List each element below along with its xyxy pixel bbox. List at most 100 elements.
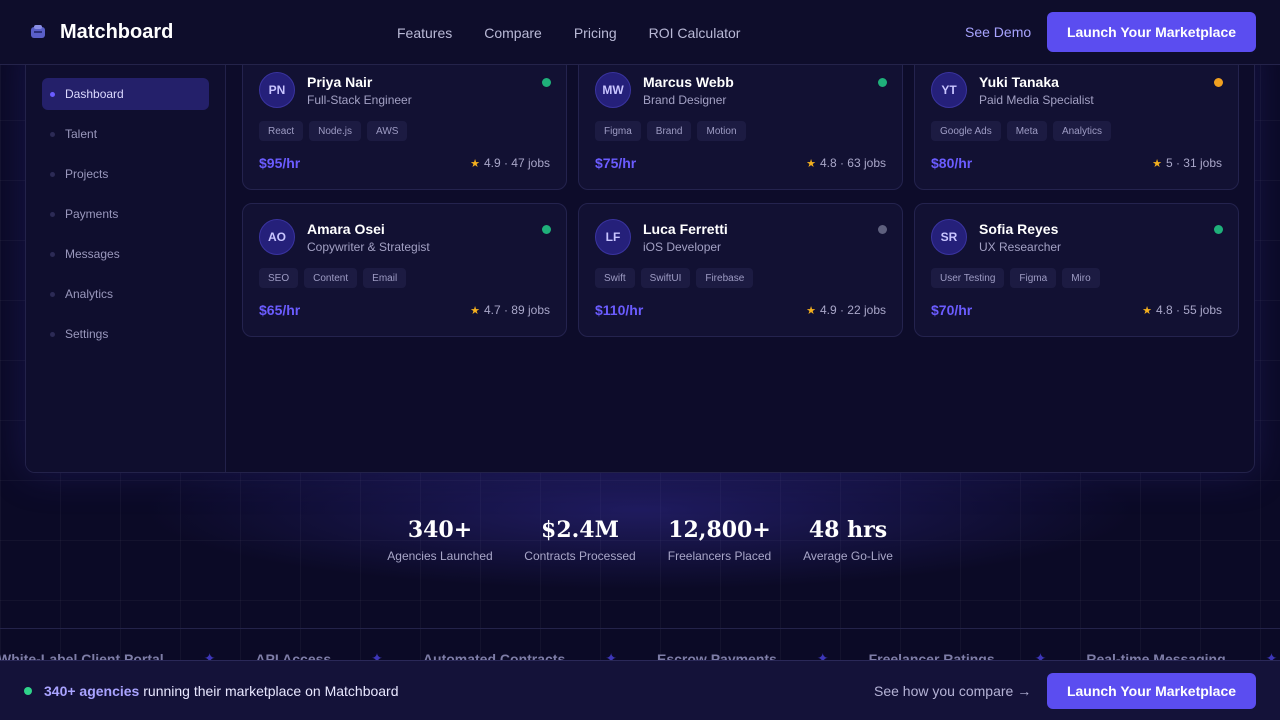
hourly-rate: $70/hr — [931, 302, 973, 318]
nav-features[interactable]: Features — [397, 24, 453, 41]
sidebar-item-label: Payments — [65, 207, 119, 221]
avatar: SR — [931, 219, 967, 255]
sidebar-item-talent[interactable]: Talent — [42, 118, 209, 150]
ticker-item: Real-time Messaging — [1086, 650, 1226, 661]
live-indicator-icon — [24, 687, 32, 695]
sparkle-icon: ✦ — [1265, 650, 1278, 660]
rating-separator: · — [1172, 303, 1184, 317]
skill-tag: Swift — [595, 268, 635, 288]
sidebar-item-dashboard[interactable]: Dashboard — [42, 78, 209, 110]
star-icon: ★ — [806, 304, 816, 317]
jobs-count: 89 jobs — [511, 303, 550, 317]
skill-tag: Node.js — [309, 121, 362, 141]
nav-roi-calculator[interactable]: ROI Calculator — [648, 24, 741, 41]
star-icon: ★ — [470, 157, 480, 170]
freelancer-name: Luca Ferretti — [643, 221, 728, 237]
main-nav: Features Compare Pricing ROI Calculator — [397, 0, 772, 65]
rating: ★ 4.8 · 55 jobs — [1142, 303, 1222, 317]
freelancer-role: iOS Developer — [643, 240, 722, 254]
freelancer-name: Sofia Reyes — [979, 221, 1059, 237]
rating-value: 4.7 — [483, 303, 501, 317]
star-icon: ★ — [1142, 304, 1152, 317]
freelancer-name: Marcus Webb — [643, 74, 734, 90]
rating: ★ 5 · 31 jobs — [1152, 156, 1222, 170]
star-icon: ★ — [1152, 157, 1162, 170]
stat-go-live: 48 hrs Average Go-Live — [800, 517, 896, 563]
freelancer-card[interactable]: MW Marcus Webb Brand Designer Figma Bran… — [578, 56, 903, 190]
freelancer-card[interactable]: SR Sofia Reyes UX Researcher User Testin… — [914, 203, 1239, 337]
rating: ★ 4.9 · 47 jobs — [470, 156, 550, 170]
freelancer-role: Brand Designer — [643, 93, 727, 107]
sidebar-item-messages[interactable]: Messages — [42, 238, 209, 270]
stat-label: Freelancers Placed — [667, 549, 772, 563]
avatar: YT — [931, 72, 967, 108]
stat-value: 48 hrs — [808, 517, 888, 543]
social-proof-rest: running their marketplace on Matchboard — [143, 683, 399, 699]
freelancer-name: Yuki Tanaka — [979, 74, 1059, 90]
launch-marketplace-button[interactable]: Launch Your Marketplace — [1047, 12, 1256, 52]
sparkle-icon: ✦ — [1034, 650, 1047, 660]
sidebar-item-projects[interactable]: Projects — [42, 158, 209, 190]
jobs-count: 55 jobs — [1183, 303, 1222, 317]
avatar: PN — [259, 72, 295, 108]
app-preview: Dashboard Talent Projects Payments Messa… — [25, 40, 1255, 473]
freelancer-card[interactable]: PN Priya Nair Full-Stack Engineer React … — [242, 56, 567, 190]
status-indicator — [542, 78, 551, 87]
freelancer-card[interactable]: LF Luca Ferretti iOS Developer Swift Swi… — [578, 203, 903, 337]
status-indicator — [878, 225, 887, 234]
hourly-rate: $65/hr — [259, 302, 301, 318]
see-demo-link[interactable]: See Demo — [965, 24, 1032, 40]
bullet-icon — [50, 131, 55, 137]
rating-separator: · — [500, 156, 512, 170]
skill-tag: Motion — [697, 121, 746, 141]
sparkle-icon: ✦ — [371, 650, 383, 660]
bullet-icon — [50, 251, 55, 257]
freelancer-card[interactable]: AO Amara Osei Copywriter & Strategist SE… — [242, 203, 567, 337]
sidebar-item-payments[interactable]: Payments — [42, 198, 209, 230]
bullet-icon — [50, 211, 55, 217]
sidebar-item-label: Messages — [65, 247, 120, 261]
rating: ★ 4.7 · 89 jobs — [470, 303, 550, 317]
avatar: MW — [595, 72, 631, 108]
skill-tag: AWS — [367, 121, 408, 141]
skill-tag: Meta — [1006, 121, 1047, 141]
jobs-count: 63 jobs — [847, 156, 886, 170]
rating-value: 4.9 — [483, 156, 501, 170]
skill-tag: Brand — [646, 121, 692, 141]
rating: ★ 4.9 · 22 jobs — [806, 303, 886, 317]
ticker-item: White-Label Client Portal — [0, 650, 164, 661]
skill-tag: Email — [363, 268, 407, 288]
status-indicator — [1214, 225, 1223, 234]
bullet-icon — [50, 291, 55, 297]
stat-contracts: $2.4M Contracts Processed — [523, 517, 637, 563]
freelancer-card[interactable]: YT Yuki Tanaka Paid Media Specialist Goo… — [914, 56, 1239, 190]
stat-value: 12,800+ — [668, 517, 771, 543]
nav-compare[interactable]: Compare — [484, 24, 542, 41]
launch-marketplace-bottom-button[interactable]: Launch Your Marketplace — [1047, 673, 1256, 709]
skill-tags: SEO Content Email — [259, 268, 412, 288]
stat-agencies: 340+ Agencies Launched — [387, 517, 493, 563]
avatar: AO — [259, 219, 295, 255]
freelancer-role: Paid Media Specialist — [979, 93, 1094, 107]
ticker-item: Automated Contracts — [422, 650, 566, 661]
stat-label: Agencies Launched — [387, 549, 493, 563]
see-how-you-compare-link[interactable]: See how you compare → — [874, 683, 1031, 699]
stat-value: $2.4M — [541, 517, 619, 543]
rating-value: 4.9 — [819, 303, 837, 317]
skill-tag: Firebase — [696, 268, 754, 288]
sidebar-item-analytics[interactable]: Analytics — [42, 278, 209, 310]
sidebar: Dashboard Talent Projects Payments Messa… — [26, 41, 226, 472]
bullet-icon — [50, 91, 55, 97]
freelancer-role: UX Researcher — [979, 240, 1062, 254]
status-indicator — [878, 78, 887, 87]
jobs-count: 22 jobs — [847, 303, 886, 317]
freelancer-name: Amara Osei — [307, 221, 385, 237]
nav-pricing[interactable]: Pricing — [573, 24, 617, 41]
sparkle-icon: ✦ — [816, 650, 829, 660]
rating: ★ 4.8 · 63 jobs — [806, 156, 886, 170]
stat-label: Contracts Processed — [524, 549, 636, 563]
skill-tag: SEO — [259, 268, 299, 288]
bullet-icon — [50, 171, 55, 177]
sidebar-item-settings[interactable]: Settings — [42, 318, 209, 350]
brand[interactable]: Matchboard — [30, 21, 173, 44]
